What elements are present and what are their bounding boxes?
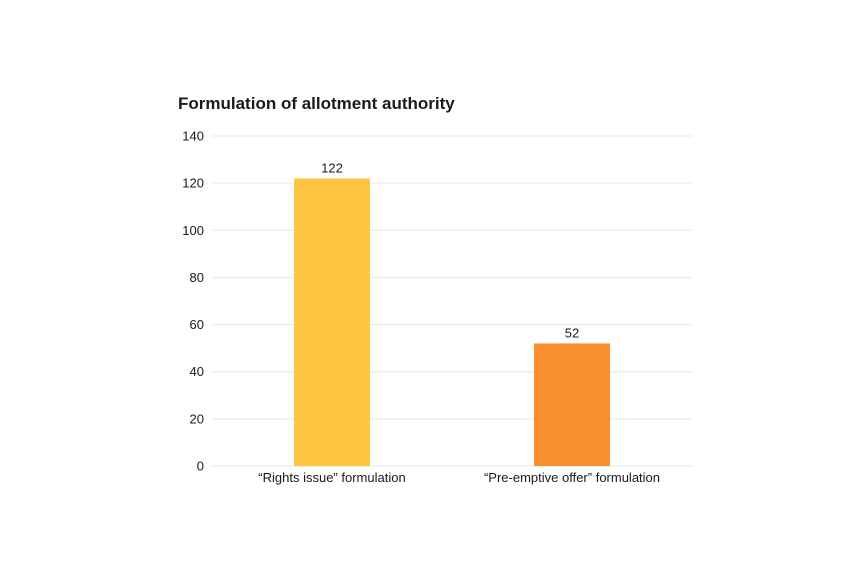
data-label-2: 52 (565, 325, 579, 340)
y-tick-label: 100 (182, 223, 204, 238)
x-category-label-1: “Rights issue” formulation (258, 470, 405, 485)
y-tick-label: 120 (182, 176, 204, 191)
y-tick-label: 20 (190, 411, 204, 426)
y-tick-label: 80 (190, 270, 204, 285)
chart-title: Formulation of allotment authority (178, 94, 455, 113)
data-labels: 122 52 (321, 160, 579, 340)
y-axis-ticks: 0 20 40 60 80 100 120 140 (182, 129, 204, 474)
y-tick-label: 0 (197, 459, 204, 474)
bars (294, 178, 610, 466)
bar-2 (534, 343, 610, 466)
x-category-label-2: “Pre-emptive offer” formulation (484, 470, 660, 485)
x-axis-categories: “Rights issue” formulation “Pre-emptive o… (258, 470, 660, 485)
bar-1 (294, 178, 370, 466)
grid-lines (212, 135, 692, 467)
y-tick-label: 40 (190, 364, 204, 379)
y-tick-label: 60 (190, 317, 204, 332)
data-label-1: 122 (321, 160, 343, 175)
y-tick-label: 140 (182, 129, 204, 144)
